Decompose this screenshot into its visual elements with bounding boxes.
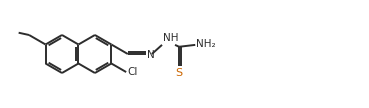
Text: NH₂: NH₂ <box>196 39 216 49</box>
Text: N: N <box>147 50 155 60</box>
Text: Cl: Cl <box>127 67 138 77</box>
Text: S: S <box>176 68 183 78</box>
Text: NH: NH <box>163 33 179 43</box>
